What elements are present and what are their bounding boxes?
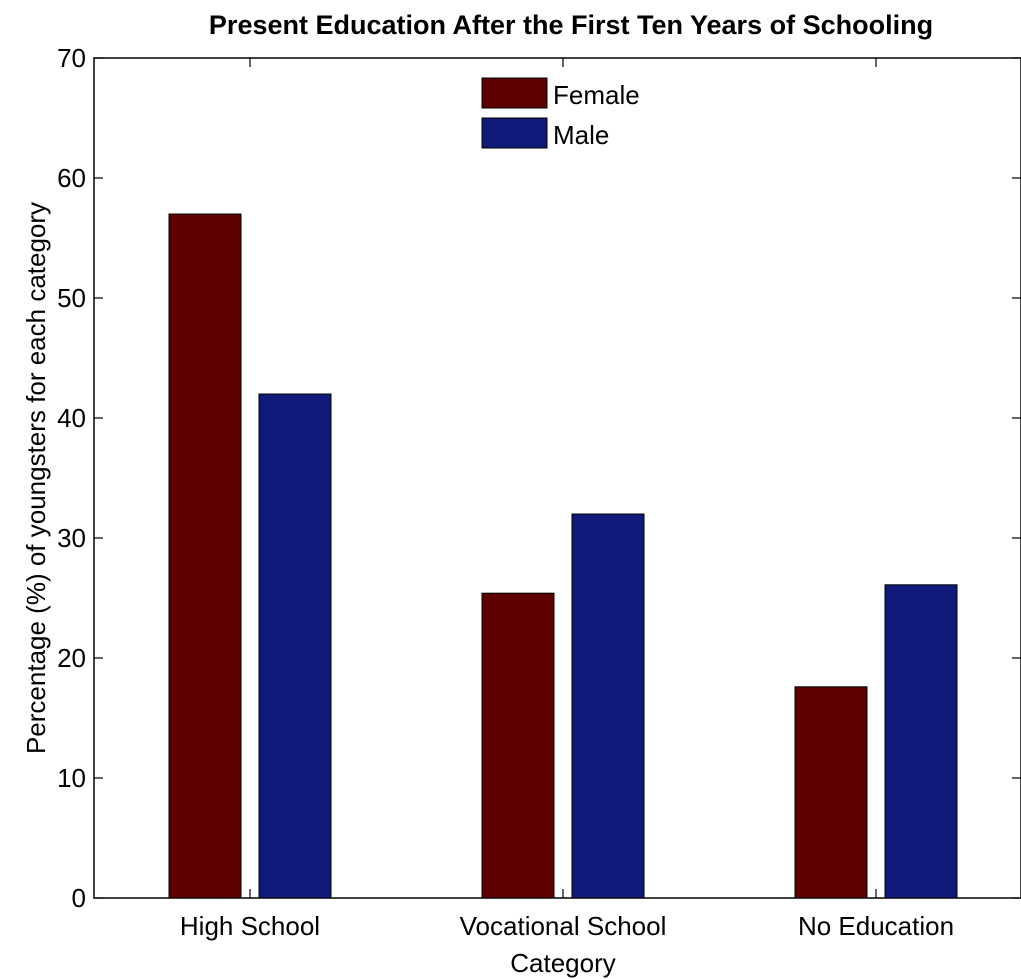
y-tick-label: 30 [57,523,86,553]
chart-title: Present Education After the First Ten Ye… [209,10,933,40]
bar-male-no-education [884,584,958,899]
y-tick-label: 70 [57,43,86,73]
plot-frame [93,57,1021,899]
y-tick-label: 40 [57,403,86,433]
legend-swatch-male [481,117,548,149]
plot-area [93,57,1021,899]
bars-group [168,213,958,899]
y-tick-label: 10 [57,763,86,793]
bar-female-vocational-school [481,592,555,899]
legend: Female Male [480,74,660,158]
y-tick-label: 60 [57,163,86,193]
y-axis-ticks: 0 10 20 30 40 50 60 70 [57,43,1021,913]
legend-label-male: Male [553,120,609,150]
x-tick-label: No Education [798,911,954,941]
y-tick-label: 0 [72,883,86,913]
y-tick-label: 20 [57,643,86,673]
bar-male-high-school [258,393,332,899]
bar-male-vocational-school [571,513,645,899]
legend-swatch-female [481,77,548,109]
bar-female-no-education [794,686,868,899]
y-tick-label: 50 [57,283,86,313]
legend-label-female: Female [553,80,640,110]
x-axis-ticks: High School Vocational School No Education [180,58,954,941]
x-tick-label: High School [180,911,320,941]
bar-female-high-school [168,213,242,899]
x-tick-label: Vocational School [460,911,667,941]
x-axis-label: Category [510,948,616,978]
y-axis-label: Percentage (%) of youngsters for each ca… [21,202,51,754]
